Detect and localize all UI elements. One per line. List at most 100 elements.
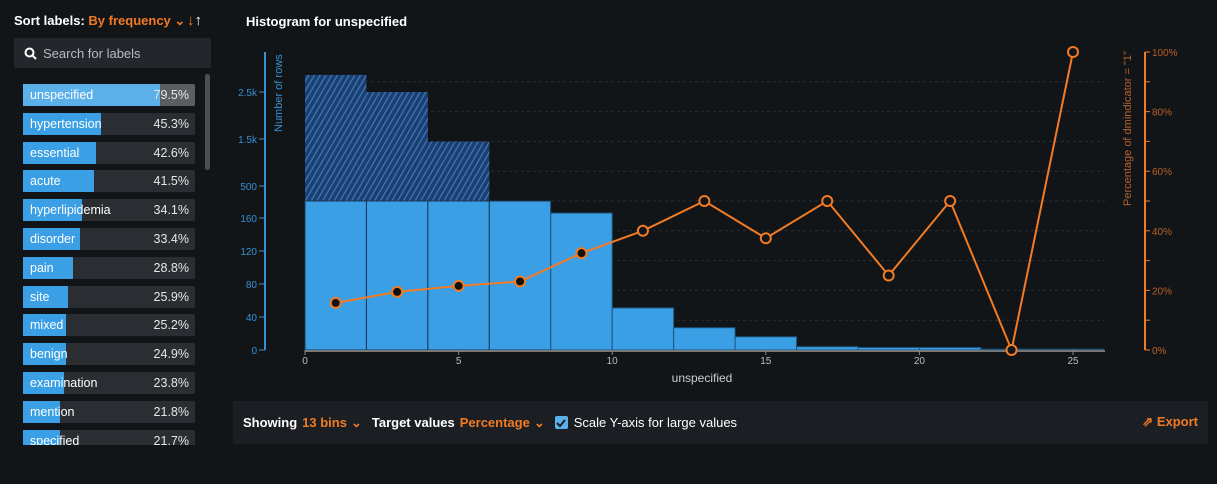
label-name: specified (30, 433, 80, 445)
frequency-bar (23, 227, 81, 250)
frequency-bar (23, 429, 61, 445)
y2-tick-label: 100% (1152, 48, 1178, 59)
label-name: mixed (30, 318, 64, 333)
data-point (821, 195, 834, 207)
y-tick-label: 40 (246, 313, 258, 324)
x-axis-label: unspecified (672, 371, 733, 385)
sort-dropdown[interactable]: By frequency (88, 13, 171, 28)
label-percent: 42.6% (153, 145, 189, 160)
y2-tick-label: 20% (1152, 286, 1172, 297)
y-tick-label: 0 (251, 346, 257, 357)
showing-label: Showing (243, 415, 298, 430)
label-item[interactable]: specified 21.7% (23, 429, 195, 445)
bar (427, 200, 490, 351)
label-name: unspecified (30, 88, 94, 102)
label-percent: 34.1% (153, 203, 189, 218)
x-tick-label: 20 (914, 356, 926, 367)
frequency-bar (23, 256, 73, 279)
label-percent: 41.5% (153, 174, 189, 189)
label-percent: 21.7% (153, 433, 189, 445)
target-label: Target values (371, 415, 455, 430)
x-tick-label: 25 (1067, 356, 1079, 367)
x-tick-label: 10 (607, 356, 619, 367)
frequency-bar (23, 141, 97, 164)
frequency-bar (23, 170, 95, 193)
bar (734, 336, 798, 351)
label-name: pain (30, 260, 54, 275)
data-point (944, 195, 957, 207)
data-point (452, 279, 465, 292)
label-name: examination (30, 375, 98, 390)
chevron-down-icon: ⌄ (174, 13, 186, 28)
label-item[interactable]: examination 23.8% (23, 371, 195, 394)
export-icon: ⇗ (1142, 414, 1154, 429)
bar-overflow (305, 74, 367, 201)
frequency-bar (23, 112, 101, 135)
y-tick-label: 1.5k (238, 135, 258, 146)
arrow-down-icon[interactable]: ↓ (187, 12, 195, 29)
search-input[interactable]: Search for labels (14, 38, 211, 68)
label-name: benign (30, 347, 68, 362)
label-percent: 79.5% (153, 88, 189, 102)
bar (1041, 348, 1105, 351)
label-item[interactable]: hyperlipidemia 34.1% (23, 199, 195, 222)
x-tick-label: 5 (456, 356, 462, 367)
data-point (329, 296, 342, 309)
data-point (575, 247, 588, 260)
label-percent: 45.3% (153, 116, 189, 131)
label-percent: 23.8% (153, 375, 189, 390)
frequency-bar (23, 285, 68, 308)
y2-tick-label: 60% (1152, 167, 1172, 178)
label-item[interactable]: mention 21.8% (23, 400, 195, 423)
target-dropdown[interactable]: Percentage (459, 415, 530, 430)
bar (857, 347, 920, 351)
y2-axis-label: Percentage of dmindicator = "1" (1122, 51, 1134, 206)
label-name: hyperlipidemia (30, 203, 111, 218)
label-item[interactable]: pain 28.8% (23, 256, 195, 279)
label-item[interactable]: mixed 25.2% (23, 314, 195, 337)
label-list: unspecified 79.5% hypertension 45.3% essenti… (23, 84, 195, 445)
label-name: disorder (30, 231, 76, 246)
label-item[interactable]: site 25.9% (23, 285, 195, 308)
frequency-bar (23, 371, 64, 394)
label-item[interactable]: acute 41.5% (23, 170, 195, 193)
arrow-up-icon[interactable]: ↑ (194, 12, 203, 29)
frequency-bar (23, 199, 82, 222)
frequency-bar (23, 314, 67, 337)
label-percent: 24.9% (153, 347, 189, 362)
label-item[interactable]: unspecified 79.5% (23, 84, 195, 106)
scrollbar[interactable] (205, 74, 210, 170)
y-tick-label: 160 (240, 214, 257, 225)
label-percent: 25.2% (153, 318, 189, 333)
bins-dropdown[interactable]: 13 bins (302, 415, 347, 430)
bar (673, 327, 736, 351)
histogram-chart: 0 40 80 120 160 500 1.5k 2.5k Number of rows 0 5 10… (238, 46, 1178, 385)
bar-overflow (366, 92, 428, 201)
bar (796, 346, 859, 351)
chevron-down-icon: ⌄ (350, 414, 362, 430)
y-tick-label: 500 (240, 182, 257, 193)
label-percent: 33.4% (153, 231, 189, 246)
export-button[interactable]: ⇗ Export (1142, 414, 1198, 430)
y2-tick-label: 0% (1152, 346, 1167, 357)
y-tick-label: 120 (240, 247, 257, 258)
bar-overflow (427, 141, 490, 201)
bar (365, 200, 429, 351)
frequency-bar (23, 400, 61, 423)
sort-direction[interactable]: ↓↑ (187, 12, 202, 29)
label-percent: 25.9% (153, 289, 189, 304)
data-point (514, 275, 527, 288)
label-item[interactable]: essential 42.6% (23, 141, 195, 164)
label-item[interactable]: disorder 33.4% (23, 227, 195, 250)
label-item[interactable]: hypertension 45.3% (23, 112, 195, 135)
label-item[interactable]: benign 24.9% (23, 343, 195, 366)
label-percent: 28.8% (153, 260, 189, 275)
data-point (759, 232, 772, 245)
scale-y-checkbox[interactable] (554, 416, 568, 429)
y-tick-label: 80 (246, 280, 258, 291)
bar (304, 200, 367, 351)
sort-label: Sort labels: (14, 13, 85, 28)
sort-labels[interactable]: Sort labels: By frequency ⌄ (14, 13, 185, 29)
bar (611, 307, 675, 351)
data-point (882, 269, 895, 282)
